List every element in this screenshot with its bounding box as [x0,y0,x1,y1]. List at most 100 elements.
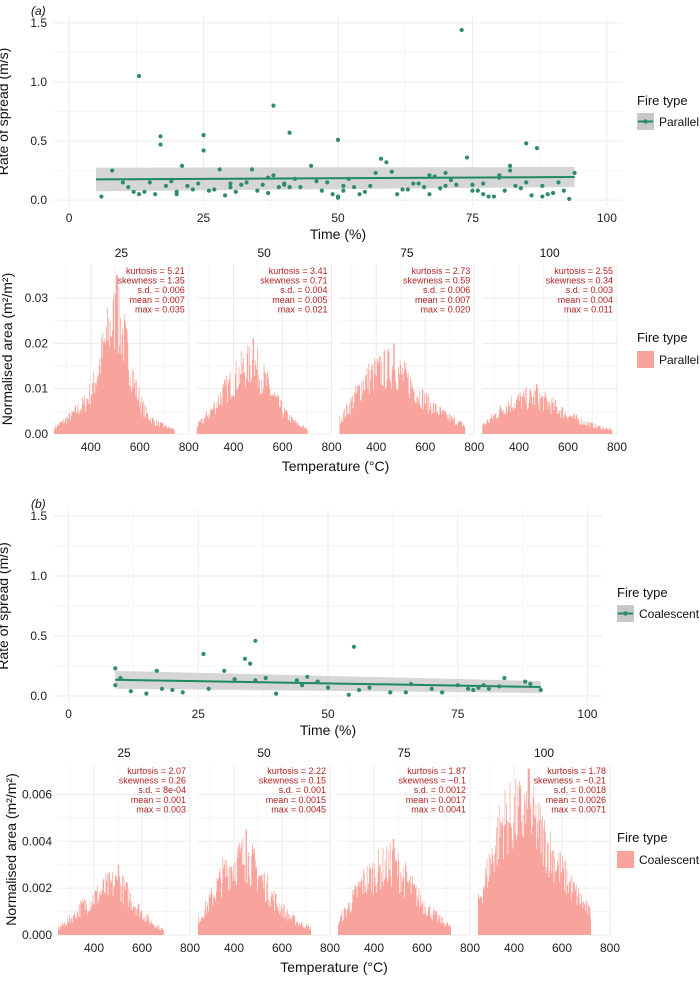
data-point [545,192,550,197]
data-point [481,683,486,688]
trend-line [96,176,575,181]
data-point [158,142,163,147]
x-tick-label: 800 [600,941,620,955]
data-point [421,185,427,190]
stat-annotation: mean = 0.0026 [546,795,606,805]
data-point [368,183,373,189]
data-point [429,686,434,691]
stat-annotation: max = 0.021 [278,304,328,314]
data-point [502,675,507,681]
data-point [263,675,268,681]
x-tick-label: 800 [179,440,199,454]
y-tick-label: 0.002 [22,881,52,895]
data-point [153,192,158,197]
data-point [346,692,351,697]
data-point [144,691,149,696]
stat-annotation: s.d. = 0.006 [137,285,184,295]
x-axis-title: Temperature (°C) [282,458,390,474]
data-point [481,192,486,197]
x-tick-label: 400 [366,440,386,454]
data-point [232,677,237,682]
y-tick-label: 1.5 [30,16,47,30]
stat-annotation: skewness = −0.21 [533,776,606,786]
data-point [440,690,445,695]
data-point [314,179,319,184]
data-point [427,173,432,178]
facet-strip-label: 25 [117,746,131,760]
data-point [455,683,460,688]
stat-annotation: max = 0.020 [420,304,470,314]
data-point [206,686,211,691]
data-point [136,73,142,79]
data-point [471,687,476,693]
stat-annotation: mean = 0.007 [129,295,184,305]
stat-annotation: skewness = 0.26 [119,776,186,786]
data-point [502,188,507,193]
facet-strip-label: 50 [257,746,271,760]
stat-annotation: s.d. = 0.004 [280,285,327,295]
x-tick-label: 0 [66,211,73,225]
data-point [486,194,491,199]
data-point [395,192,400,197]
data-point [158,134,163,139]
legend-label: Parallel [659,353,699,367]
data-point [443,170,448,176]
data-point [335,195,341,200]
stat-annotation: skewness = 0.15 [259,776,326,786]
stat-annotation: mean = 0.005 [272,295,327,305]
y-tick-label: 1.0 [30,75,47,89]
data-point [389,169,394,174]
x-tick-label: 400 [364,941,384,955]
stat-annotation: skewness = 0.59 [403,276,470,286]
data-point [486,686,491,691]
x-tick-label: 25 [197,211,211,225]
data-point [113,666,118,671]
data-point [169,179,174,184]
data-point [481,181,486,186]
data-point [341,183,346,189]
y-tick-label: 0.0 [30,689,47,703]
data-point [179,163,185,168]
stat-annotation: max = 0.0045 [271,804,326,814]
trend-line [115,678,541,688]
x-tick-label: 600 [272,941,292,955]
x-tick-label: 400 [81,440,101,454]
data-point [325,685,331,690]
legend-title: Fire type [617,585,668,600]
legend-label: Parallel [659,115,699,129]
y-tick-label: 0.000 [22,928,52,942]
x-tick-label: 600 [415,440,435,454]
data-point [475,188,480,193]
data-point [180,690,185,695]
data-point [147,180,152,185]
data-point [274,691,279,696]
x-tick-label: 600 [130,440,150,454]
data-point [255,188,260,193]
data-point [190,187,195,192]
facet-strip-label: 100 [534,746,554,760]
data-point [330,192,335,197]
legend-title: Fire type [617,830,668,845]
data-point [325,180,330,185]
data-point [170,687,175,693]
x-tick-label: 100 [577,707,597,721]
stat-annotation: kurtosis = 2.22 [267,766,326,776]
stat-annotation: skewness = 0.71 [260,276,327,286]
data-point [99,194,104,199]
histogram-area [338,838,470,935]
data-point [357,192,362,197]
data-point [497,173,502,178]
stat-annotation: kurtosis = 2.73 [411,266,470,276]
data-point [271,103,276,108]
x-tick-label: 75 [451,707,465,721]
data-point [287,130,292,135]
data-point [265,175,271,180]
data-point [242,656,248,661]
data-point [528,681,533,687]
y-tick-label: 0.004 [22,834,52,848]
data-point [540,183,545,189]
stat-annotation: mean = 0.0015 [266,795,326,805]
data-point [239,182,244,187]
data-point [518,186,523,191]
